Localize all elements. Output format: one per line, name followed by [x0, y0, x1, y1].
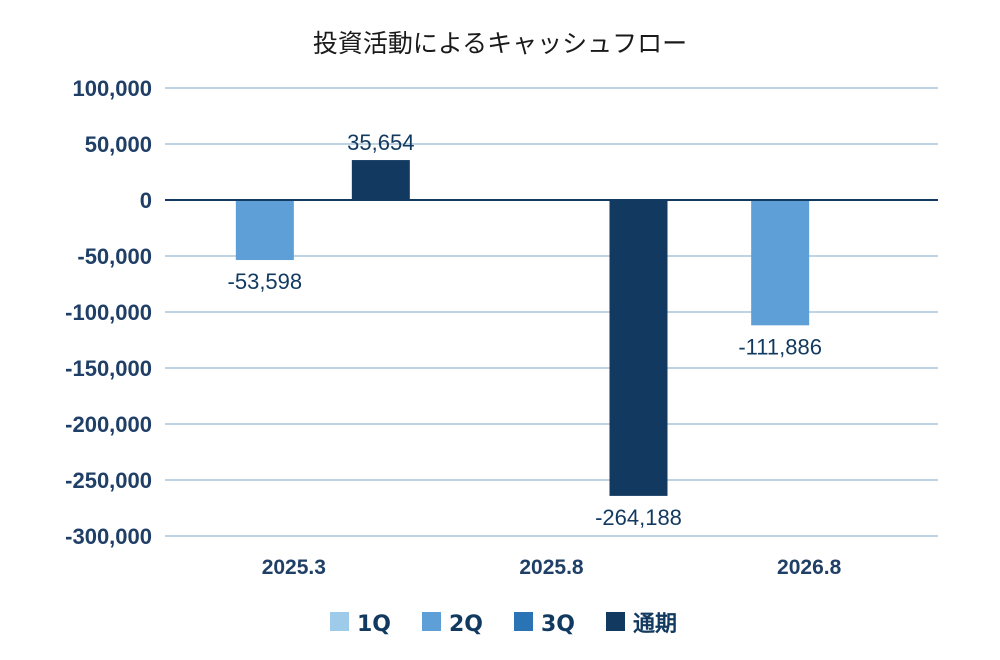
bar-2Q-2025.3: [235, 200, 294, 261]
y-tick-label: -50,000: [77, 244, 152, 269]
data-label: 35,654: [347, 130, 414, 155]
legend-item-1Q: 1Q: [330, 612, 391, 637]
x-category-label: 2025.8: [519, 556, 584, 579]
grid-lines: [165, 87, 938, 537]
legend-swatch: [606, 612, 625, 631]
y-tick-label: -250,000: [65, 468, 152, 493]
legend-item-2Q: 2Q: [422, 612, 483, 637]
legend-swatch: [514, 612, 533, 631]
y-axis-ticks: 100,000 50,000 0 -50,000 -100,000 -150,000 -20…: [65, 76, 152, 549]
bar-2Q-2026.8: [751, 200, 810, 326]
legend-swatch: [330, 612, 349, 631]
legend-item-通期: 通期: [606, 612, 677, 637]
y-tick-label: 0: [140, 188, 152, 213]
data-label: -111,886: [738, 334, 822, 359]
y-tick-label: -200,000: [65, 412, 152, 437]
legend-label: 通期: [633, 612, 677, 637]
legend: 1Q 2Q 3Q 通期: [330, 612, 677, 637]
x-category-label: 2026.8: [777, 556, 842, 579]
legend-label: 3Q: [541, 612, 575, 637]
data-labels: -53,598 35,654 -264,188 -111,886: [228, 130, 822, 530]
x-category-label: 2025.3: [262, 556, 326, 579]
data-label: -264,188: [595, 505, 682, 530]
data-label: -53,598: [228, 269, 303, 294]
legend-swatch: [422, 612, 441, 631]
bar-通期-2025.3: [351, 160, 410, 200]
legend-label: 1Q: [357, 612, 391, 637]
bar-通期-2025.8: [609, 200, 668, 496]
y-tick-label: -150,000: [65, 356, 152, 381]
y-tick-label: -100,000: [65, 300, 152, 325]
chart-title: 投資活動によるキャッシュフロー: [313, 29, 687, 58]
y-tick-label: -300,000: [65, 524, 152, 549]
y-tick-label: 50,000: [85, 132, 152, 157]
x-axis-categories: 2025.3 2025.8 2026.8: [262, 556, 842, 579]
legend-label: 2Q: [449, 612, 483, 637]
legend-item-3Q: 3Q: [514, 612, 575, 637]
bars: [235, 160, 810, 496]
y-tick-label: 100,000: [72, 76, 152, 101]
